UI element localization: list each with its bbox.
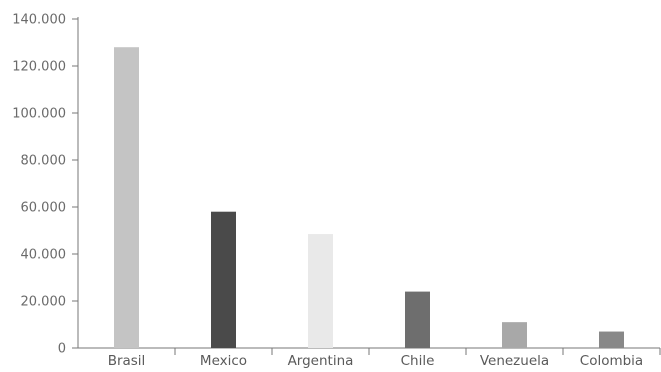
- bar-colombia: [599, 331, 624, 348]
- y-tick-label: 40.000: [21, 248, 67, 263]
- bar-venezuela: [502, 322, 527, 348]
- bar-argentina: [308, 234, 333, 348]
- bar-brasil: [114, 47, 139, 348]
- y-tick-label: 60.000: [21, 201, 67, 216]
- labels: 0 20.000 40.000 60.000 80.000 100.000 120.000 1…: [12, 13, 643, 370]
- x-tick-label: Colombia: [580, 353, 643, 368]
- x-tick-label: Argentina: [288, 353, 354, 368]
- y-tick-label: 120.000: [12, 60, 66, 75]
- x-tick-label: Mexico: [200, 353, 247, 368]
- x-tick-label: Venezuela: [480, 353, 549, 368]
- bar-chile: [405, 291, 430, 348]
- axes: [72, 17, 661, 355]
- x-tick-label: Brasil: [108, 353, 146, 368]
- y-tick-label: 140.000: [12, 13, 66, 28]
- bar-mexico: [211, 211, 236, 348]
- y-tick-label: 80.000: [21, 154, 67, 169]
- bars: [114, 47, 624, 348]
- y-tick-label: 0: [58, 342, 66, 357]
- x-tick-label: Chile: [401, 353, 435, 368]
- y-tick-label: 100.000: [12, 107, 66, 122]
- y-tick-label: 20.000: [21, 295, 67, 310]
